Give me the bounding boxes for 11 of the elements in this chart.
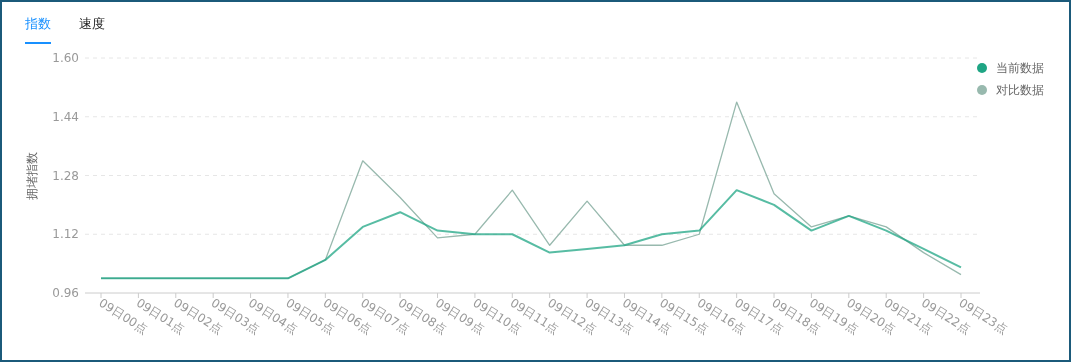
y-axis-title: 拥堵指数 (25, 151, 39, 200)
legend-label: 对比数据 (996, 83, 1044, 97)
y-tick-label: 1.60 (52, 51, 79, 65)
text: 速度 (79, 16, 105, 31)
y-tick-label: 1.28 (52, 168, 79, 183)
y-tick-label: 0.96 (52, 286, 79, 300)
y-tick-label: 1.44 (52, 109, 79, 124)
line-series (100, 189, 962, 280)
y-tick-label: 1.12 (52, 227, 79, 242)
legend-label: 当前数据 (996, 61, 1044, 75)
text: 指数 (24, 16, 51, 31)
